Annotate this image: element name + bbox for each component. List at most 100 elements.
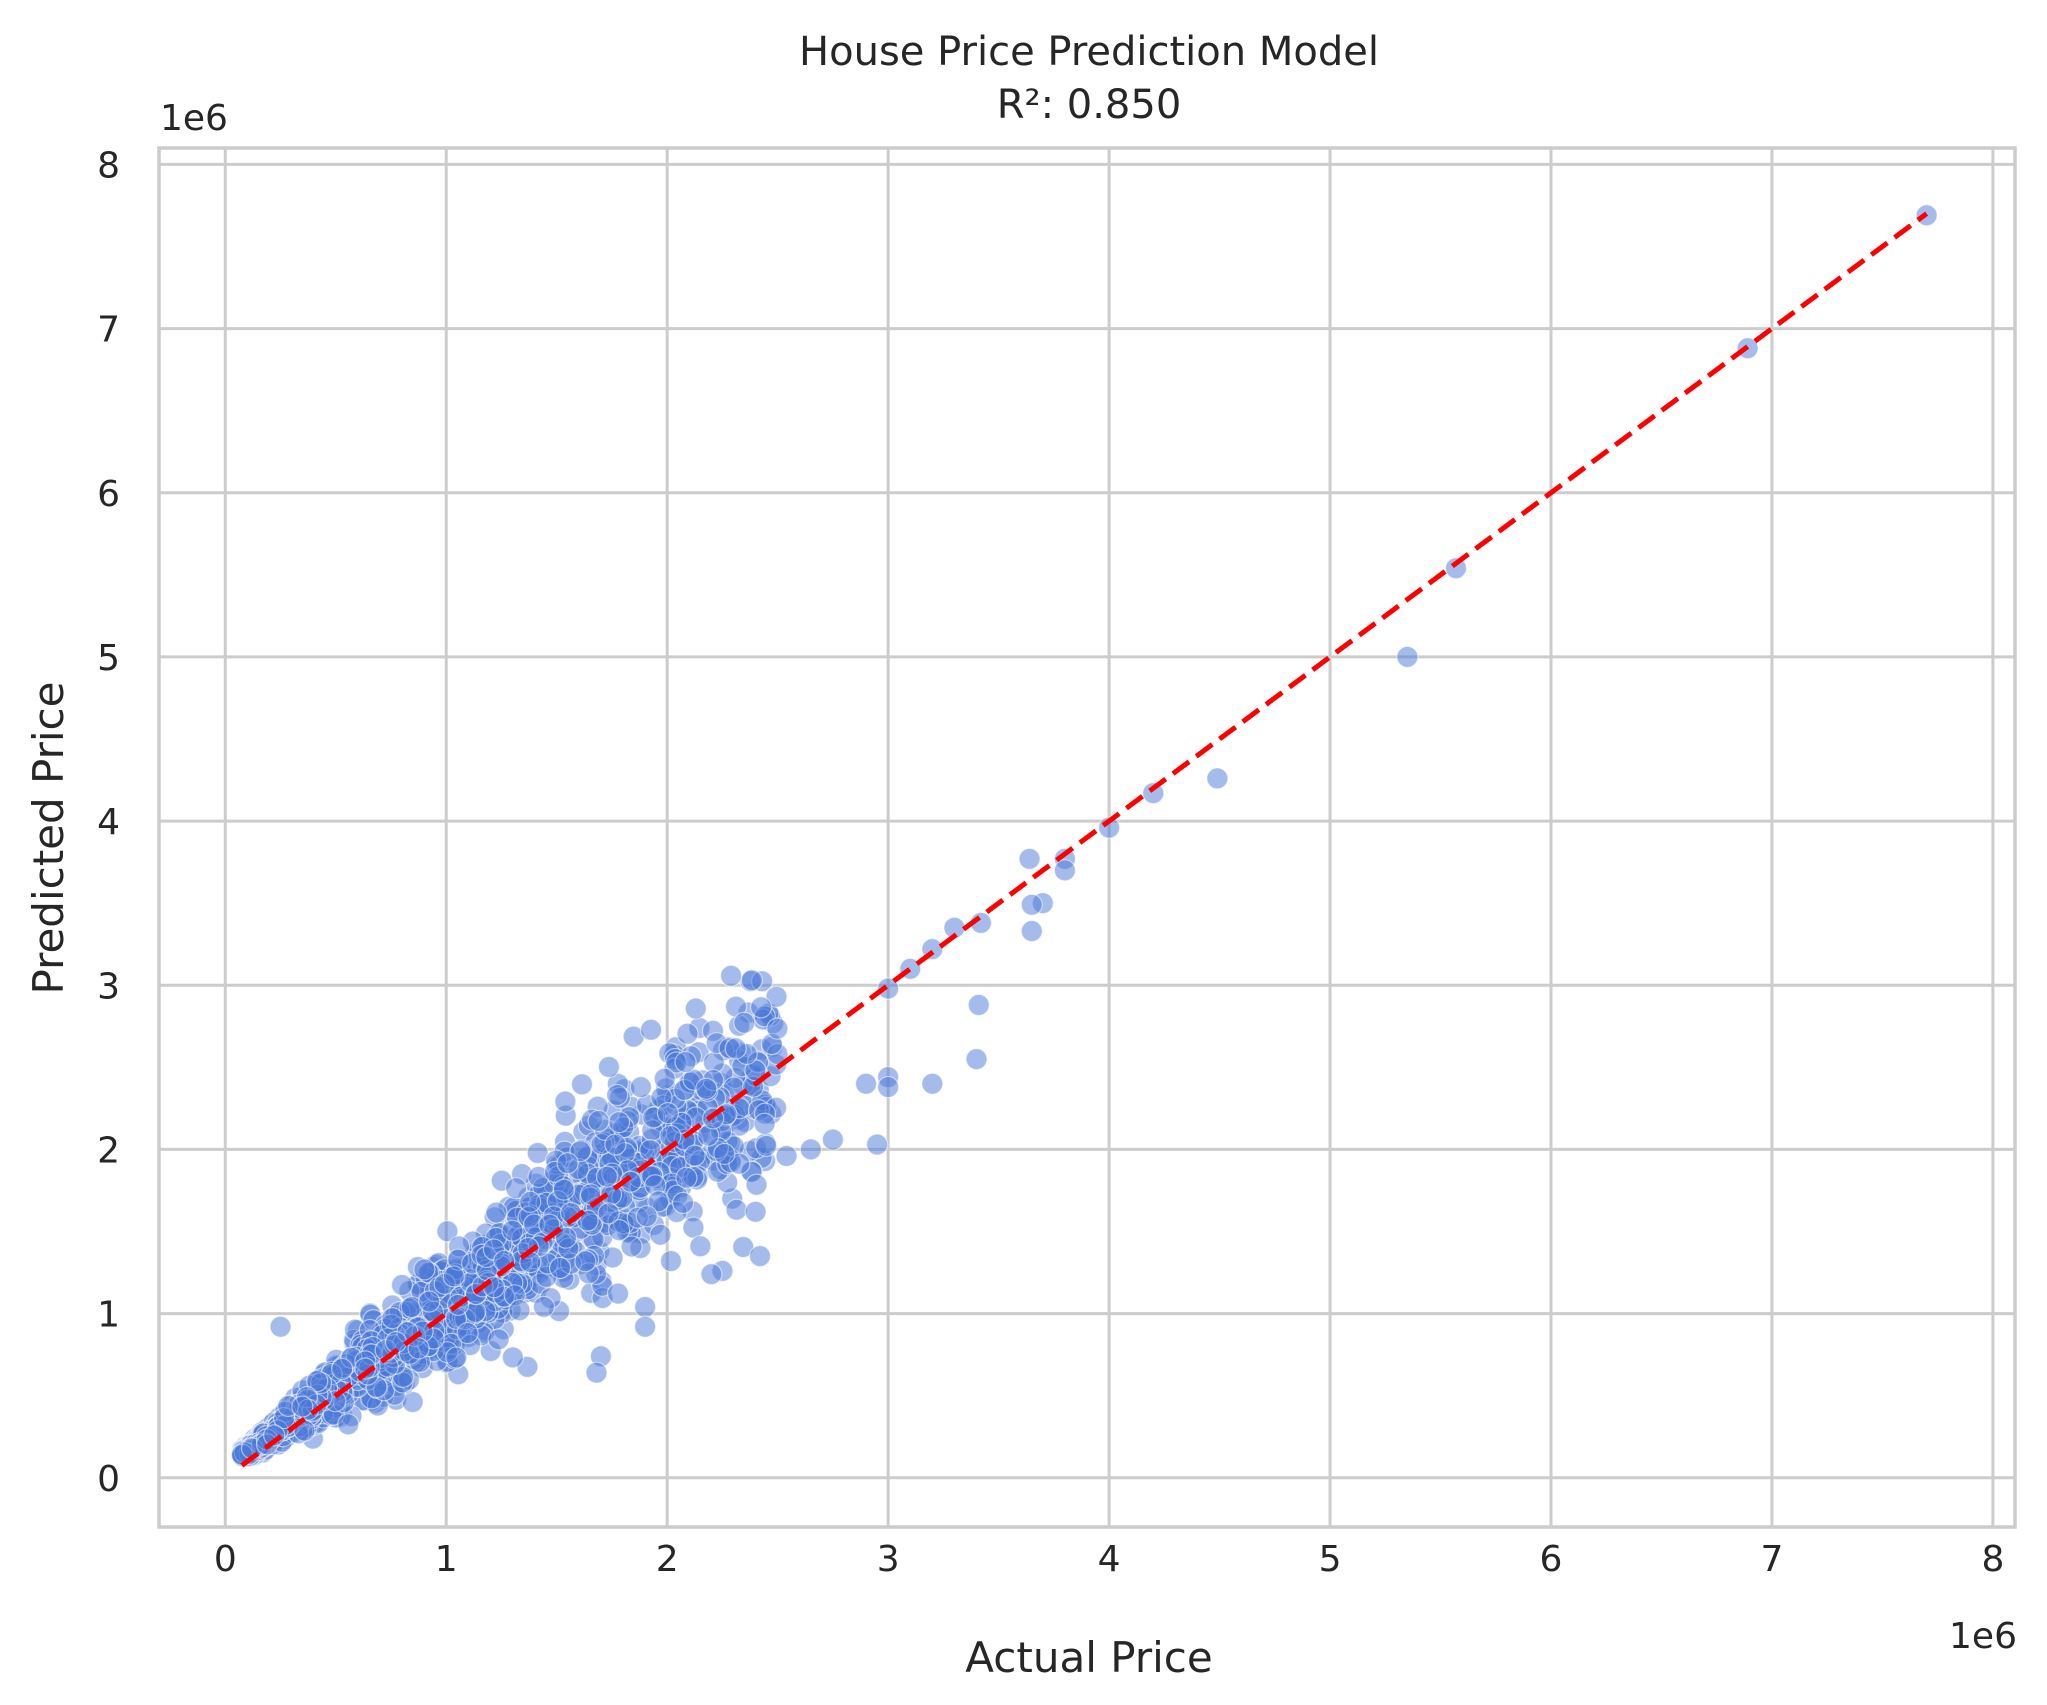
- data-point: [965, 1048, 988, 1071]
- data-point: [445, 1346, 468, 1369]
- y-tick-label: 7: [97, 310, 120, 351]
- data-point: [724, 1037, 747, 1060]
- x-tick-label: 8: [1981, 1539, 2004, 1580]
- data-point: [330, 1357, 354, 1381]
- data-point: [487, 1328, 510, 1351]
- data-point: [799, 1138, 822, 1161]
- data-point: [554, 1090, 577, 1113]
- data-point: [532, 1295, 556, 1318]
- data-point: [306, 1369, 329, 1393]
- y-tick-label: 1: [97, 1295, 120, 1336]
- data-point: [967, 993, 990, 1017]
- data-point: [877, 1075, 900, 1099]
- data-point: [745, 1173, 768, 1196]
- data-point: [570, 1073, 594, 1096]
- data-point: [700, 1263, 723, 1286]
- data-point: [639, 1138, 662, 1162]
- x-tick-label: 3: [877, 1539, 900, 1580]
- x-tick-label: 6: [1540, 1539, 1563, 1580]
- data-point: [766, 1017, 789, 1040]
- data-point: [501, 1346, 524, 1369]
- data-point: [659, 1249, 683, 1273]
- data-point: [635, 1205, 658, 1228]
- x-tick-label: 4: [1098, 1539, 1121, 1580]
- data-point: [418, 1290, 441, 1313]
- data-point: [713, 1142, 736, 1166]
- data-point: [765, 985, 788, 1008]
- data-point: [675, 1166, 698, 1189]
- data-point: [653, 1067, 676, 1090]
- data-point: [554, 1226, 578, 1249]
- x-tick-label: 0: [214, 1539, 237, 1580]
- data-point: [606, 1282, 630, 1305]
- data-point: [684, 997, 707, 1020]
- x-tick-label: 5: [1319, 1539, 1342, 1580]
- data-point: [676, 1022, 699, 1045]
- data-point: [865, 1133, 889, 1156]
- data-point: [574, 1250, 597, 1273]
- data-point: [436, 1220, 459, 1243]
- x-tick-labels: 0 1 2 3 4 5 6 7 8: [214, 1539, 2005, 1580]
- data-point: [733, 1011, 756, 1034]
- data-point: [683, 1144, 706, 1167]
- y-offset-label: 1e6: [160, 98, 228, 139]
- scatter-points: [230, 204, 1938, 1468]
- data-point: [482, 1276, 506, 1299]
- data-point: [854, 1072, 878, 1095]
- data-point: [639, 1018, 663, 1041]
- data-point: [877, 977, 900, 1000]
- data-point: [1020, 893, 1043, 916]
- data-point: [821, 1128, 845, 1151]
- data-point: [407, 1337, 430, 1360]
- data-point: [740, 969, 763, 992]
- data-point: [671, 1191, 695, 1214]
- data-point: [674, 1050, 697, 1074]
- y-tick-label: 6: [97, 474, 120, 515]
- data-point: [381, 1307, 404, 1330]
- data-point: [1053, 859, 1077, 882]
- y-tick-label: 8: [97, 145, 120, 186]
- x-offset-label: 1e6: [1949, 1616, 2017, 1657]
- x-tick-label: 7: [1760, 1539, 1783, 1580]
- data-point: [552, 1178, 575, 1201]
- data-point: [548, 1256, 572, 1280]
- data-point: [585, 1361, 608, 1384]
- data-point: [1020, 919, 1043, 943]
- data-point: [354, 1357, 377, 1380]
- data-point: [695, 1077, 718, 1100]
- y-tick-label: 2: [97, 1130, 120, 1171]
- data-point: [269, 1315, 292, 1338]
- data-point: [597, 1202, 620, 1225]
- data-point: [750, 996, 773, 1019]
- data-point: [413, 1258, 436, 1281]
- y-tick-label: 0: [97, 1459, 120, 1500]
- data-point: [656, 1102, 680, 1125]
- data-point: [608, 1219, 631, 1242]
- data-point: [689, 1235, 712, 1258]
- data-point: [725, 1198, 748, 1221]
- data-point: [601, 1246, 624, 1269]
- data-point: [604, 1133, 627, 1156]
- y-tick-label: 3: [97, 966, 120, 1007]
- data-point: [921, 1072, 944, 1095]
- data-point: [1206, 767, 1229, 790]
- y-tick-labels: 0 1 2 3 4 5 6 7 8: [97, 145, 120, 1499]
- data-point: [1444, 557, 1468, 580]
- data-point: [1142, 782, 1165, 805]
- data-point: [390, 1273, 414, 1297]
- data-point: [1396, 645, 1419, 669]
- data-point: [719, 964, 743, 987]
- data-point: [337, 1413, 360, 1436]
- reference-line: [240, 211, 1929, 1468]
- data-point: [647, 1190, 670, 1213]
- y-tick-label: 4: [97, 802, 120, 843]
- data-point: [775, 1144, 798, 1168]
- data-point: [291, 1395, 314, 1418]
- data-point: [748, 1245, 772, 1268]
- data-point: [456, 1321, 479, 1345]
- x-axis-label: Actual Price: [965, 1633, 1212, 1682]
- data-point: [744, 1200, 767, 1223]
- data-point: [755, 1134, 778, 1157]
- data-point: [1018, 847, 1041, 870]
